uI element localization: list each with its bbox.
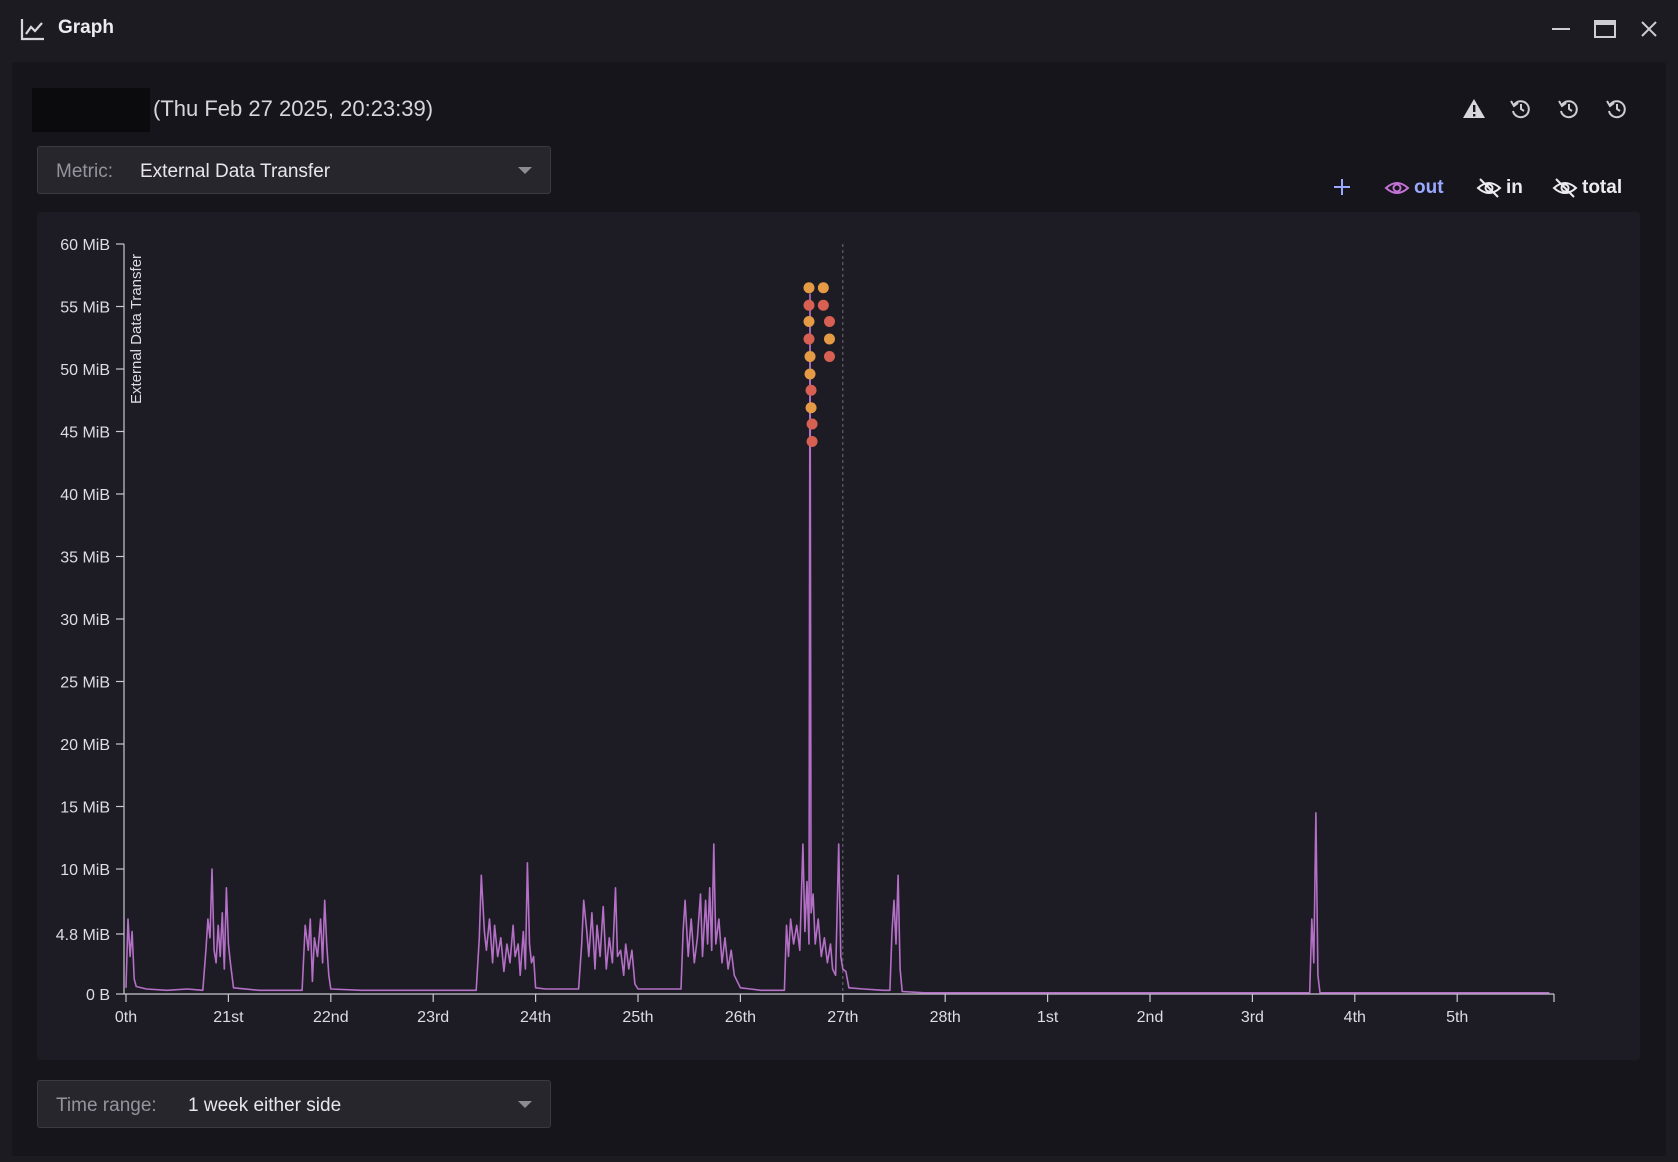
plus-icon[interactable] bbox=[1331, 176, 1353, 198]
x-tick-label: 27th bbox=[827, 1009, 858, 1026]
legend-label-in: in bbox=[1506, 177, 1523, 198]
maximize-icon[interactable] bbox=[1592, 16, 1618, 42]
event-marker[interactable] bbox=[804, 368, 816, 380]
event-marker[interactable] bbox=[805, 402, 817, 414]
x-tick-label: 5th bbox=[1446, 1009, 1468, 1026]
y-axis-label: External Data Transfer bbox=[128, 254, 145, 404]
warning-icon[interactable] bbox=[1461, 96, 1487, 122]
x-tick-label: 23rd bbox=[417, 1009, 449, 1026]
title-bar: Graph bbox=[0, 0, 1678, 58]
x-tick-label: 25th bbox=[622, 1009, 653, 1026]
event-marker[interactable] bbox=[806, 418, 818, 430]
y-axis: 0 B 4.8 MiB 10 MiB 15 MiB 20 MiB 25 MiB 30 MiB… bbox=[56, 237, 125, 1004]
time-range-value: 1 week either side bbox=[188, 1095, 342, 1116]
chevron-down-icon bbox=[518, 1101, 532, 1108]
x-tick-label: 1st bbox=[1037, 1009, 1059, 1026]
y-tick-label: 50 MiB bbox=[60, 362, 110, 379]
event-marker[interactable] bbox=[823, 333, 835, 345]
eye-off-icon bbox=[1552, 178, 1578, 198]
legend-toggle-total[interactable]: total bbox=[1552, 174, 1622, 202]
event-marker[interactable] bbox=[806, 436, 818, 447]
event-marker[interactable] bbox=[817, 299, 829, 311]
y-tick-label: 40 MiB bbox=[60, 487, 110, 504]
legend-toggle-out[interactable]: out bbox=[1384, 174, 1444, 202]
metric-value: External Data Transfer bbox=[140, 161, 331, 182]
y-tick-label: 10 MiB bbox=[60, 862, 110, 879]
time-range-select[interactable]: Time range: 1 week either side bbox=[37, 1080, 551, 1128]
y-tick-label: 30 MiB bbox=[60, 612, 110, 629]
y-tick-label: 15 MiB bbox=[60, 800, 110, 817]
y-tick-label: 55 MiB bbox=[60, 300, 110, 317]
event-marker[interactable] bbox=[803, 282, 815, 294]
event-marker[interactable] bbox=[803, 333, 815, 345]
legend-label-out: out bbox=[1414, 177, 1444, 198]
x-tick-label: 28th bbox=[930, 1009, 961, 1026]
metric-label: Metric: bbox=[56, 161, 113, 182]
history-icon[interactable] bbox=[1604, 96, 1630, 122]
event-marker[interactable] bbox=[823, 316, 835, 327]
history-icon[interactable] bbox=[1556, 96, 1582, 122]
eye-icon bbox=[1384, 182, 1410, 194]
y-tick-label: 20 MiB bbox=[60, 737, 110, 754]
timestamp: (Thu Feb 27 2025, 20:23:39) bbox=[153, 96, 434, 121]
x-tick-label: 21st bbox=[213, 1009, 244, 1026]
y-tick-label: 4.8 MiB bbox=[56, 927, 110, 944]
event-marker[interactable] bbox=[805, 384, 817, 396]
event-marker[interactable] bbox=[803, 316, 815, 327]
x-tick-label: 22nd bbox=[313, 1009, 349, 1026]
event-marker[interactable] bbox=[817, 282, 829, 294]
y-tick-label: 45 MiB bbox=[60, 425, 110, 442]
metric-select[interactable]: Metric: External Data Transfer bbox=[37, 146, 551, 194]
x-tick-label: 3rd bbox=[1241, 1009, 1264, 1026]
redacted-name bbox=[32, 88, 150, 132]
legend-label-total: total bbox=[1582, 177, 1623, 198]
y-tick-label: 60 MiB bbox=[60, 237, 110, 254]
event-marker[interactable] bbox=[823, 351, 835, 362]
history-icon[interactable] bbox=[1508, 96, 1534, 122]
x-tick-label: 4th bbox=[1344, 1009, 1366, 1026]
line-chart-icon bbox=[20, 19, 44, 41]
x-tick-label: 0th bbox=[115, 1009, 137, 1026]
event-marker[interactable] bbox=[804, 351, 816, 362]
chart-area[interactable] bbox=[37, 212, 1640, 1060]
x-tick-label: 26th bbox=[725, 1009, 756, 1026]
x-axis: 0th 21st 22nd 23rd 24th 25th 26th 27th 28th 1st 2n… bbox=[115, 993, 1555, 1026]
event-marker[interactable] bbox=[803, 299, 815, 311]
minimize-icon[interactable] bbox=[1548, 16, 1574, 42]
chevron-down-icon bbox=[518, 167, 532, 174]
time-range-label: Time range: bbox=[56, 1095, 157, 1116]
eye-off-icon bbox=[1476, 178, 1502, 198]
y-tick-label: 0 B bbox=[86, 987, 110, 1004]
series-line-out bbox=[125, 293, 1550, 994]
legend-toggle-in[interactable]: in bbox=[1476, 174, 1523, 202]
x-tick-label: 2nd bbox=[1137, 1009, 1164, 1026]
window-title: Graph bbox=[58, 17, 114, 38]
x-tick-label: 24th bbox=[520, 1009, 551, 1026]
y-tick-label: 35 MiB bbox=[60, 550, 110, 567]
event-markers bbox=[803, 282, 835, 447]
y-tick-label: 25 MiB bbox=[60, 675, 110, 692]
close-icon[interactable] bbox=[1636, 16, 1662, 42]
